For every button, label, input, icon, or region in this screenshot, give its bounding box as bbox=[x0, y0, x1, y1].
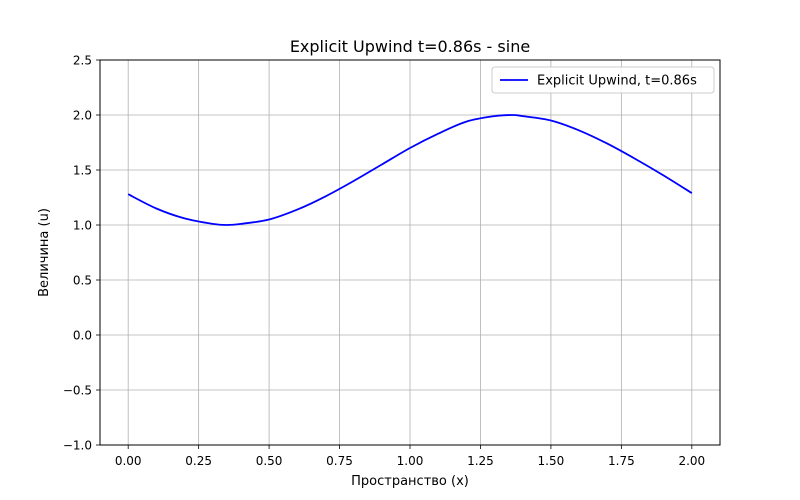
x-tick-label: 0.25 bbox=[185, 454, 212, 468]
x-axis-label: Пространство (x) bbox=[351, 474, 469, 489]
x-tick-label: 0.00 bbox=[115, 454, 142, 468]
chart-title: Explicit Upwind t=0.86s - sine bbox=[290, 37, 530, 56]
legend: Explicit Upwind, t=0.86s bbox=[491, 66, 715, 94]
y-tick-label: 0.5 bbox=[73, 274, 92, 288]
x-axis: 0.00 0.25 0.50 0.75 1.00 1.25 1.50 1.75 2.00 bbox=[115, 445, 705, 468]
x-tick-label: 0.50 bbox=[256, 454, 283, 468]
x-tick-label: 1.25 bbox=[467, 454, 494, 468]
grid bbox=[100, 59, 720, 446]
x-tick-label: 2.00 bbox=[678, 454, 705, 468]
series-line bbox=[127, 114, 693, 226]
y-tick-label: 1.5 bbox=[73, 164, 92, 178]
y-tick-label: 1.0 bbox=[73, 219, 92, 233]
x-tick-label: 0.75 bbox=[326, 454, 353, 468]
y-axis: −1.0 −0.5 0.0 0.5 1.0 1.5 2.0 2.5 bbox=[63, 54, 100, 453]
legend-label: Explicit Upwind, t=0.86s bbox=[537, 74, 697, 89]
x-tick-label: 1.50 bbox=[538, 454, 565, 468]
y-tick-label: 2.5 bbox=[73, 54, 92, 68]
y-tick-label: 0.0 bbox=[73, 329, 92, 343]
legend-box bbox=[491, 66, 715, 94]
y-tick-label: 2.0 bbox=[73, 109, 92, 123]
y-tick-label: −1.0 bbox=[63, 439, 92, 453]
x-tick-label: 1.00 bbox=[397, 454, 424, 468]
series-layer bbox=[127, 114, 693, 226]
y-axis-label: Величина (u) bbox=[37, 208, 52, 297]
y-tick-label: −0.5 bbox=[63, 384, 92, 398]
x-tick-label: 1.75 bbox=[608, 454, 635, 468]
